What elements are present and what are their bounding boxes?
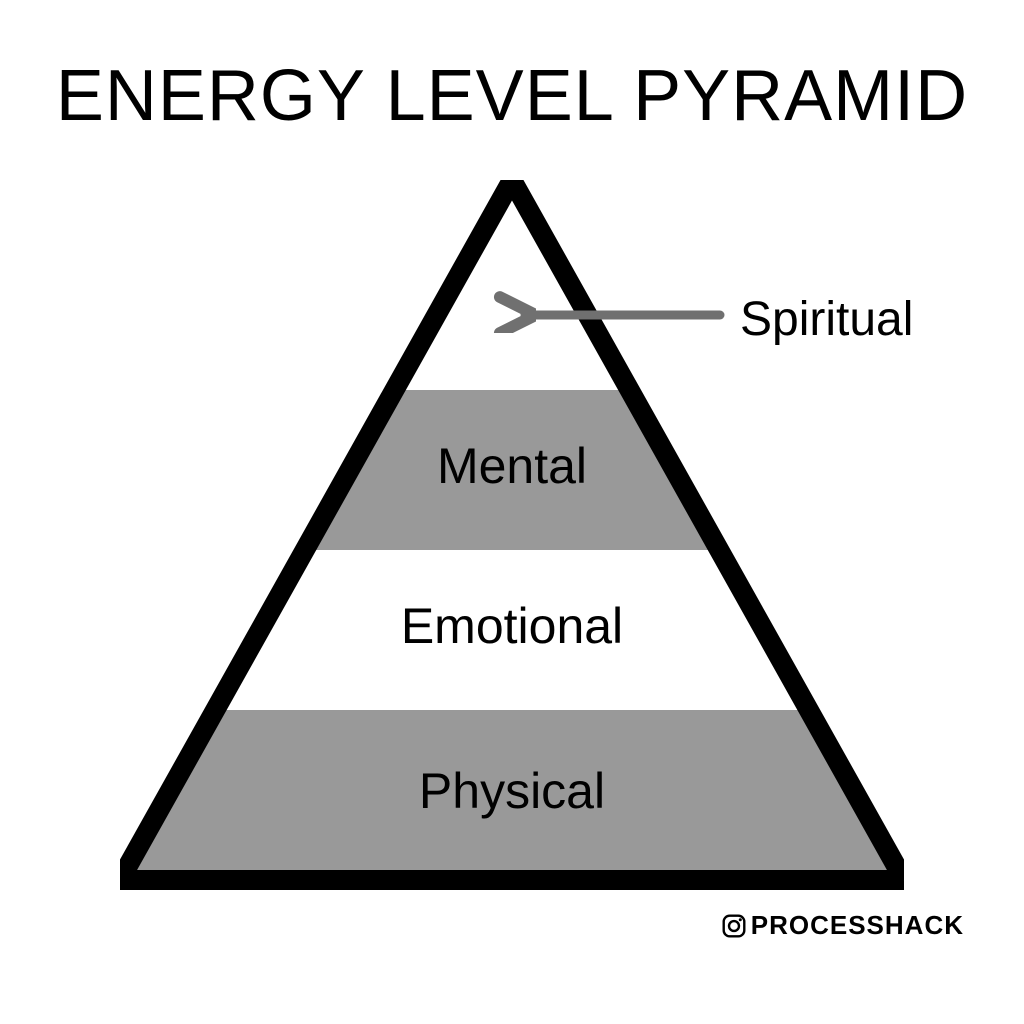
- pyramid-svg: Mental Emotional Physical: [120, 180, 904, 900]
- level-label-emotional: Emotional: [401, 598, 623, 654]
- level-label-spiritual: Spiritual: [740, 292, 913, 347]
- pyramid-diagram: MentalEmotionalPhysical Spiritual: [120, 180, 904, 900]
- level-label-physical: Physical: [419, 763, 605, 819]
- credit-text: PROCESSHACK: [751, 910, 964, 941]
- instagram-icon: [721, 913, 747, 939]
- credit-line: PROCESSHACK: [721, 910, 964, 941]
- page-title: ENERGY LEVEL PYRAMID: [0, 55, 1024, 137]
- level-label-mental: Mental: [437, 438, 587, 494]
- pyramid-level-spiritual: [394, 180, 629, 390]
